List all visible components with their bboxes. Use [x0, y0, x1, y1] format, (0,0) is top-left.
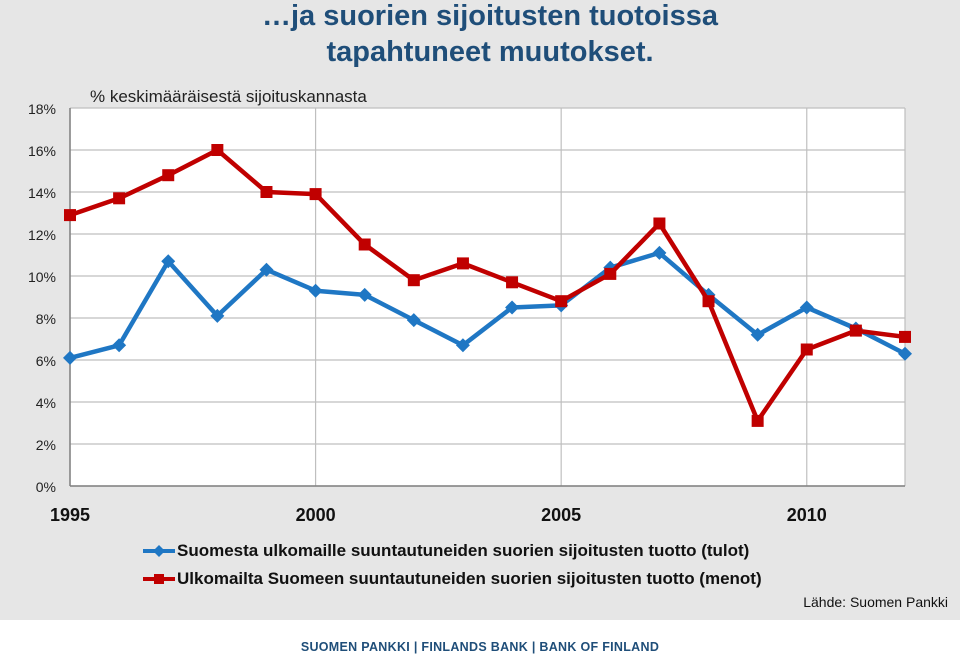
footer-text: SUOMEN PANKKI | FINLANDS BANK | BANK OF … — [300, 640, 660, 654]
series-group — [63, 144, 912, 427]
data-point-menot — [702, 295, 715, 308]
data-point-menot — [309, 188, 322, 201]
data-point-menot — [162, 169, 175, 182]
data-point-tulot — [63, 350, 77, 365]
data-point-menot — [211, 144, 224, 156]
data-point-tulot — [898, 346, 912, 361]
y-tick-label: 16% — [28, 143, 56, 159]
data-point-menot — [800, 343, 813, 356]
legend-label-tulot: Suomesta ulkomaille suuntautuneiden suor… — [177, 541, 750, 560]
footer-bar: SUOMEN PANKKI | FINLANDS BANK | BANK OF … — [0, 620, 960, 656]
x-tick-label: 2010 — [787, 505, 827, 525]
data-point-menot — [358, 238, 371, 251]
data-point-menot — [64, 209, 76, 222]
x-tick-label: 2005 — [541, 505, 581, 525]
y-tick-label: 10% — [28, 269, 56, 285]
x-axis-ticks: 1995 2000 2005 2010 — [50, 505, 827, 525]
x-tick-label: 2000 — [296, 505, 336, 525]
data-point-tulot — [112, 338, 127, 353]
y-tick-label: 12% — [28, 227, 56, 243]
series-line-1 — [69, 147, 906, 424]
data-point-menot — [899, 330, 911, 343]
legend-label-menot: Ulkomailta Suomeen suuntautuneiden suori… — [177, 569, 762, 588]
y-axis-ticks: 0% 2% 4% 6% 8% 10% 12% 14% 16% 18% — [28, 101, 56, 495]
data-point-menot — [849, 324, 862, 337]
y-tick-label: 4% — [36, 395, 56, 411]
source-note: Lähde: Suomen Pankki — [803, 594, 948, 610]
data-point-tulot — [505, 300, 520, 315]
data-point-tulot — [210, 308, 225, 323]
data-point-menot — [751, 414, 764, 427]
data-point-menot — [260, 186, 273, 198]
data-point-menot — [407, 274, 420, 287]
data-point-tulot — [750, 327, 765, 342]
data-point-tulot — [357, 287, 372, 302]
line-chart: 0% 2% 4% 6% 8% 10% 12% 14% 16% 18% 1995 2000 2005 20… — [28, 101, 912, 525]
x-tick-label: 1995 — [50, 505, 90, 525]
data-point-tulot — [308, 283, 323, 298]
y-tick-label: 18% — [28, 101, 56, 117]
legend-marker-square-icon — [143, 574, 175, 584]
y-tick-label: 0% — [36, 479, 56, 495]
y-tick-label: 8% — [36, 311, 56, 327]
y-tick-label: 14% — [28, 185, 56, 201]
y-axis-label: % keskimääräisestä sijoituskannasta — [90, 87, 367, 106]
series-line-0 — [69, 250, 907, 361]
data-point-menot — [506, 276, 519, 289]
data-point-tulot — [406, 313, 421, 328]
data-point-tulot — [455, 338, 470, 353]
data-point-tulot — [259, 262, 274, 277]
data-point-menot — [456, 257, 469, 270]
chart-title: …ja suorien sijoitusten tuotoissa tapaht… — [261, 0, 718, 68]
data-point-menot — [555, 295, 568, 308]
data-point-tulot — [161, 254, 176, 269]
y-tick-label: 6% — [36, 353, 56, 369]
data-point-menot — [113, 192, 126, 205]
data-point-menot — [604, 267, 617, 280]
data-point-menot — [653, 217, 666, 230]
y-tick-label: 2% — [36, 437, 56, 453]
legend-marker-diamond-icon — [143, 545, 175, 557]
data-point-tulot — [652, 245, 667, 260]
plot-area — [70, 108, 905, 486]
data-point-tulot — [799, 300, 814, 315]
